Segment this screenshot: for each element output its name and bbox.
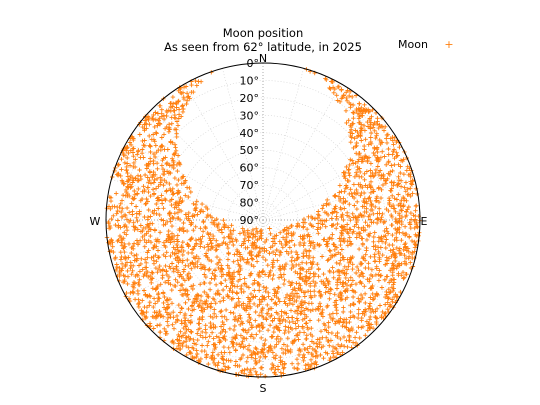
grid-spoke (262, 219, 342, 357)
radial-tick-label: 0° (247, 57, 260, 70)
radial-tick-label: 60° (240, 162, 260, 175)
grid-spoke (151, 219, 264, 332)
grid-spoke (262, 179, 415, 221)
grid-spoke (222, 68, 264, 221)
moon-points (104, 67, 422, 379)
grid-spoke (151, 108, 264, 221)
moon-point-cloud (104, 67, 422, 379)
grid-ring (158, 115, 368, 325)
legend-label: Moon (398, 38, 428, 51)
grid-spoke (126, 141, 264, 221)
grid-ring (123, 80, 403, 360)
direction-north: N (259, 52, 267, 65)
grid-ring (245, 202, 281, 238)
chart-title: Moon position (223, 26, 304, 40)
grid-spoke (262, 68, 304, 221)
radial-tick-label: 40° (240, 127, 260, 140)
direction-west: W (90, 215, 101, 228)
grid-spoke (262, 108, 375, 221)
direction-south: S (260, 382, 267, 395)
legend: Moon + (398, 38, 454, 51)
chart-subtitle: As seen from 62° latitude, in 2025 (164, 40, 362, 54)
radial-tick-label: 70° (240, 179, 260, 192)
radial-tick-label: 80° (240, 197, 260, 210)
grid-spoke (262, 219, 415, 261)
grid-spoke (262, 83, 342, 221)
direction-east: E (421, 215, 428, 228)
grid-spoke (222, 219, 264, 372)
legend-marker: + (444, 38, 453, 51)
grid-ring (227, 184, 299, 256)
grid-spoke (184, 83, 264, 221)
grid-spoke (262, 219, 304, 372)
grid-spoke (184, 219, 264, 357)
grid-spoke (111, 219, 264, 261)
radial-tick-label: 50° (240, 144, 260, 157)
radial-tick-labels: 0° 10° 20° 30° 40° 50° 60° 70° 80° 90° (240, 57, 260, 227)
horizon-circle (105, 62, 421, 378)
radial-tick-label: 90° (240, 214, 260, 227)
grid-spoke (262, 141, 400, 221)
radial-tick-label: 30° (240, 109, 260, 122)
grid-spoke (111, 179, 264, 221)
radial-tick-label: 20° (240, 92, 260, 105)
radial-tick-label: 10° (240, 74, 260, 87)
